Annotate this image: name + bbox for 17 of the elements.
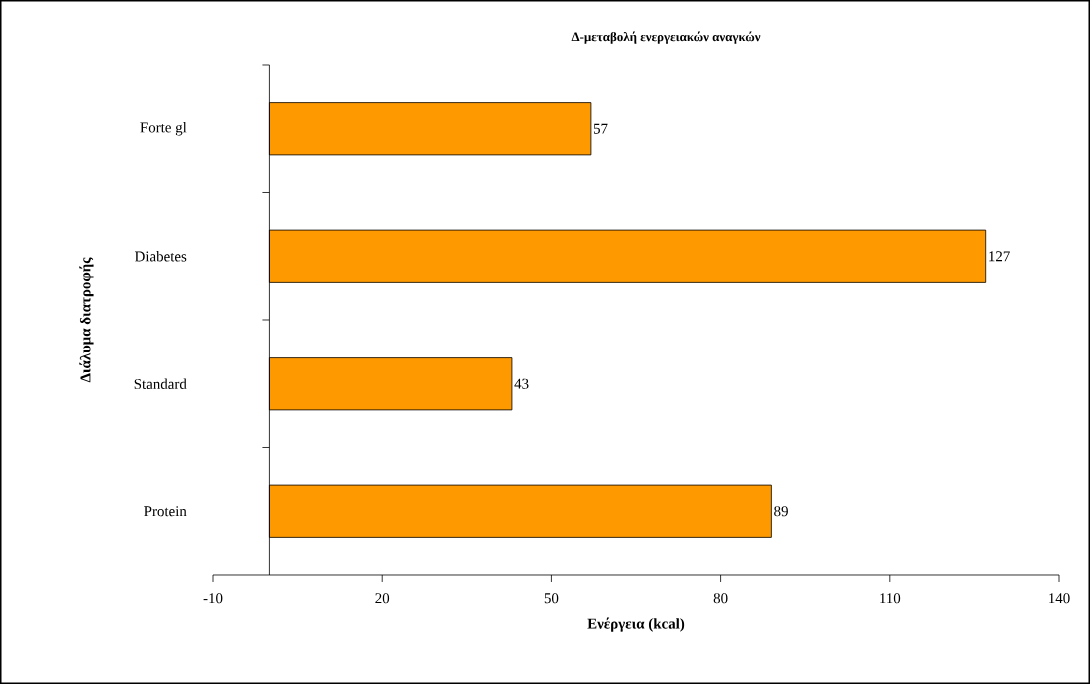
x-tick-label: 80 <box>713 593 728 604</box>
data-label: 57 <box>593 123 608 134</box>
y-axis-title: Διάλυμα διατροφής <box>79 257 94 383</box>
y-tick-label: Standard <box>134 378 187 389</box>
x-tick-label: 50 <box>544 593 559 604</box>
x-tick-label: 140 <box>1049 593 1070 604</box>
x-tick-label: -10 <box>203 593 223 604</box>
y-tick-label: Diabetes <box>134 250 187 262</box>
data-label: 127 <box>989 251 1010 262</box>
x-axis-title: Ενέργεια (kcal) <box>587 617 685 632</box>
chart-title: Δ-μεταβολή ενεργειακών αναγκών <box>571 31 761 44</box>
y-tick-label: Protein <box>144 506 187 517</box>
x-tick-label: 20 <box>375 593 390 604</box>
x-tick-label: 110 <box>880 593 901 604</box>
y-tick-label: Forte gl <box>140 121 187 136</box>
data-label: 89 <box>774 506 788 517</box>
data-label: 43 <box>514 378 529 389</box>
